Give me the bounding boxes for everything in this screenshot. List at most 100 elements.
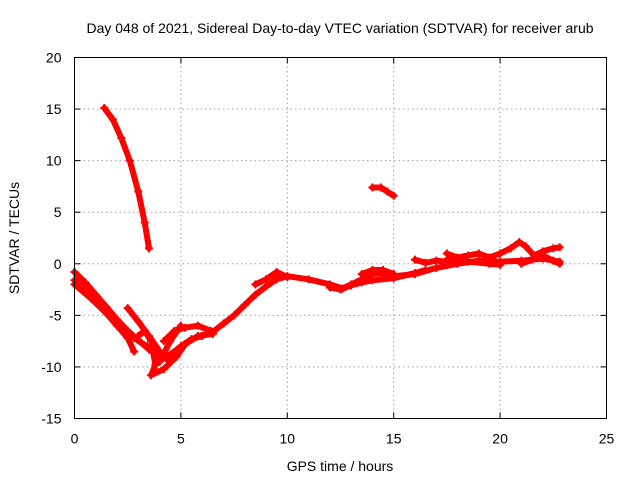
data-point — [166, 337, 175, 346]
data-point — [206, 326, 215, 335]
data-point — [521, 242, 530, 251]
data-point — [421, 265, 430, 274]
data-point — [262, 282, 271, 291]
data-point — [410, 269, 419, 278]
x-tick-label: 5 — [177, 431, 185, 447]
data-point — [147, 371, 156, 380]
y-tick-label: -5 — [49, 307, 62, 323]
data-point — [144, 244, 153, 253]
x-axis-label: GPS time / hours — [287, 458, 394, 474]
data-point — [485, 253, 494, 262]
data-point — [368, 183, 377, 192]
data-point — [240, 301, 249, 310]
grid-layer — [74, 57, 607, 419]
data-point — [336, 285, 345, 294]
series-line-arc-13 — [412, 256, 450, 266]
data-point — [172, 352, 181, 361]
data-point — [117, 133, 126, 142]
data-point — [304, 275, 313, 284]
data-point — [140, 326, 149, 335]
data-point — [117, 323, 126, 332]
data-point — [147, 337, 156, 346]
x-tick-label: 15 — [386, 431, 402, 447]
data-point — [87, 294, 96, 303]
data-point — [251, 290, 260, 299]
series-line-arc-7 — [135, 327, 216, 379]
x-tick-label: 10 — [280, 431, 296, 447]
data-point — [272, 268, 281, 277]
series-line-arc-1 — [101, 105, 152, 252]
y-tick-label: 20 — [46, 50, 62, 66]
data-point — [272, 275, 281, 284]
y-tick-label: -15 — [41, 411, 61, 427]
series-line-arc-2 — [369, 184, 397, 199]
data-point — [357, 270, 366, 279]
data-point — [219, 319, 228, 328]
data-point — [155, 357, 164, 366]
data-point — [376, 183, 385, 192]
x-tick-label: 25 — [599, 431, 615, 447]
data-point — [230, 311, 239, 320]
data-point — [383, 187, 392, 196]
data-point — [432, 263, 441, 272]
data-point — [125, 156, 134, 165]
data-point — [379, 265, 388, 274]
data-point — [134, 187, 143, 196]
data-point — [421, 258, 430, 267]
data-point — [123, 304, 132, 313]
data-point — [442, 255, 451, 264]
data-point — [549, 244, 558, 253]
data-point — [100, 104, 109, 113]
data-point — [464, 257, 473, 266]
data-point — [166, 350, 175, 359]
data-point — [181, 340, 190, 349]
data-point — [496, 260, 505, 269]
data-point — [104, 311, 113, 320]
data-point — [432, 256, 441, 265]
data-point — [528, 255, 537, 264]
data-point — [410, 255, 419, 264]
data-point — [347, 281, 356, 290]
data-point — [555, 259, 564, 268]
data-point — [134, 331, 143, 340]
data-point — [193, 331, 202, 340]
data-point — [389, 270, 398, 279]
y-tick-label: 5 — [54, 204, 62, 220]
data-point — [368, 276, 377, 285]
series-line-arc-10 — [252, 269, 291, 288]
y-tick-label: 10 — [46, 153, 62, 169]
data-point — [140, 218, 149, 227]
data-point — [176, 321, 185, 330]
chart-title: Day 048 of 2021, Sidereal Day-to-day VTE… — [86, 20, 593, 36]
data-point — [151, 360, 160, 369]
data-point — [251, 280, 260, 289]
data-point — [193, 321, 202, 330]
plot-frame — [74, 57, 607, 419]
data-point — [474, 249, 483, 258]
data-point — [368, 265, 377, 274]
data-point — [262, 275, 271, 284]
data-point — [130, 347, 139, 356]
data-point — [538, 251, 547, 260]
x-tick-label: 20 — [492, 431, 508, 447]
x-tick-label: 0 — [71, 431, 79, 447]
y-tick-label: 0 — [54, 256, 62, 272]
data-point — [159, 364, 168, 373]
series-line-arc-15 — [443, 256, 504, 268]
y-axis-label: SDTVAR / TECUs — [6, 182, 22, 294]
data-point — [555, 243, 564, 252]
y-tick-label: 15 — [46, 101, 62, 117]
data-point — [496, 249, 505, 258]
data-point — [325, 283, 334, 292]
series-line-arc-12 — [358, 267, 397, 278]
data-point — [81, 278, 90, 287]
data-point — [506, 244, 515, 253]
data-point — [283, 273, 292, 282]
data-point — [108, 115, 117, 124]
data-point — [134, 317, 143, 326]
data-point — [515, 238, 524, 247]
ticks-layer: 0 5 10 15 20 25 -15 -10 -5 0 5 10 15 20 — [41, 50, 614, 447]
data-point — [517, 259, 526, 268]
data-point — [389, 191, 398, 200]
